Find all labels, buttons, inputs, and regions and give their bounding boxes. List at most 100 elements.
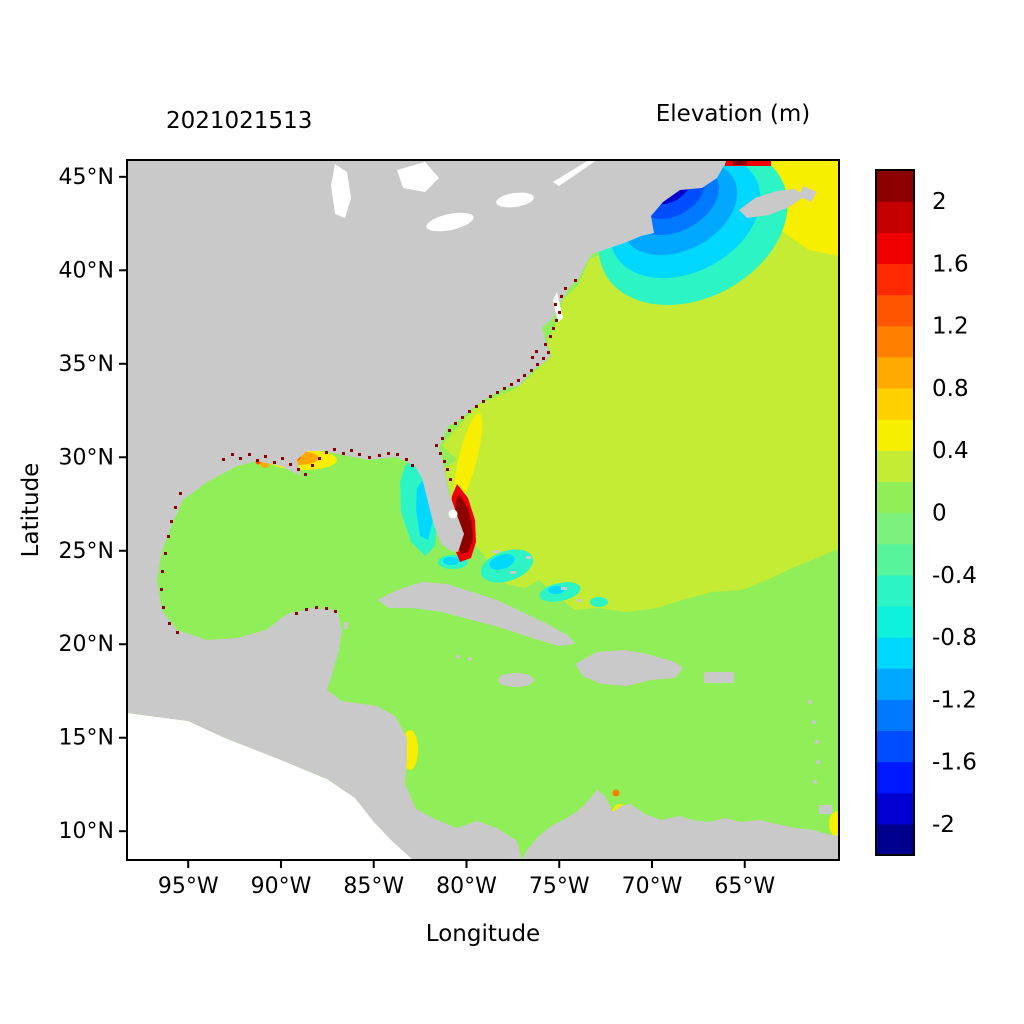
lake-ontario: [496, 192, 534, 208]
island-antilles-1: [807, 699, 813, 705]
y-tick-label: 25°N: [59, 539, 114, 564]
lake-okeechobee: [448, 509, 458, 519]
colorbar-cell: [876, 387, 914, 420]
x-tick-label: 80°W: [436, 874, 497, 899]
x-tick-label: 85°W: [343, 874, 404, 899]
island-bahamas-3: [526, 556, 531, 559]
colorbar-tick-label: 1.6: [932, 251, 969, 277]
colorbar-cell: [876, 637, 914, 669]
island-antilles-4: [815, 759, 821, 765]
colorbar-cell: [876, 730, 914, 763]
colorbar-cell: [876, 419, 914, 451]
colorbar-cell: [876, 170, 914, 202]
colorbar-cell: [876, 512, 914, 545]
x-tick-label: 75°W: [529, 874, 590, 899]
colorbar-cell: [876, 761, 914, 794]
island-cuba: [377, 582, 575, 646]
island-antilles-5: [812, 779, 818, 785]
colorbar-tick-label: 0.4: [932, 438, 969, 464]
colorbar-cell: [876, 699, 914, 732]
land-north-america: [127, 160, 727, 860]
timestamp-title: 2021021513: [166, 108, 312, 134]
coastal-wet-cell-speckles: [160, 279, 577, 634]
bahamas-cyan-patch-2: [548, 586, 564, 594]
y-axis-ticks: 45°N 40°N 35°N 30°N 25°N 20°N 15°N 10°N: [59, 165, 127, 844]
map-plot-area: [126, 159, 840, 861]
lake-michigan: [331, 164, 351, 218]
colorbar-title: Elevation (m): [656, 101, 811, 127]
colorbar-cell: [876, 294, 914, 327]
island-jamaica: [498, 673, 534, 687]
colorbar-tick-label: -1.2: [932, 687, 977, 713]
land-south-america: [522, 790, 839, 860]
x-tick-label: 90°W: [251, 874, 312, 899]
colorbar-tick-label: -1.6: [932, 750, 977, 776]
colorbar-cell: [876, 605, 914, 638]
guajira-orange-dot: [612, 789, 620, 797]
island-bahamas-5: [577, 599, 582, 602]
colorbar-tick-label: 2: [932, 189, 947, 215]
colorbar-cells: [876, 170, 914, 856]
colorbar-cell: [876, 325, 914, 358]
island-cayman-1: [456, 655, 460, 659]
colorbar-cell: [876, 543, 914, 576]
colorbar-cell: [876, 263, 914, 296]
bahamas-teal-patch-3: [590, 597, 608, 607]
y-tick-label: 20°N: [59, 632, 114, 657]
colorbar-frame: [875, 169, 915, 856]
x-tick-label: 70°W: [622, 874, 683, 899]
colorbar-cell: [876, 668, 914, 700]
land-cape-breton: [799, 186, 817, 202]
pacific-outside-domain: [127, 713, 413, 860]
colorbar-tick-label: 0: [932, 501, 947, 527]
colorbar-tick-label: 0.8: [932, 376, 969, 402]
colorbar-cell: [876, 356, 914, 389]
island-bahamas-4: [561, 587, 567, 590]
right-edge-yellow: [829, 811, 839, 837]
y-tick-label: 45°N: [59, 165, 114, 190]
island-antilles-3: [814, 739, 820, 745]
x-axis-ticks: 95°W 90°W 85°W 80°W 75°W 70°W 65°W: [158, 860, 775, 899]
colorbar-tick-label: 1.2: [932, 314, 969, 340]
island-puerto-rico: [704, 672, 734, 683]
colorbar-tick-label: -0.4: [932, 563, 977, 589]
island-antilles-2: [811, 719, 817, 725]
lake-erie: [426, 212, 474, 232]
top-edge-red-strip: [725, 160, 771, 166]
island-bahamas-1: [493, 550, 500, 553]
chesapeake-bay: [553, 292, 563, 322]
colorbar-cell: [876, 232, 914, 265]
y-tick-label: 35°N: [59, 352, 114, 377]
colorbar-cell: [876, 823, 914, 856]
island-cozumel: [344, 622, 348, 629]
colorbar: 2 1.6 1.2 0.8 0.4 0 -0.4 -0.8 -1.2 -1.6 -2: [875, 169, 977, 856]
map-layers: [127, 160, 839, 860]
colorbar-cell: [876, 201, 914, 233]
island-trinidad: [819, 805, 832, 814]
colorbar-cell: [876, 450, 914, 482]
land-nova-scotia: [739, 189, 805, 218]
x-tick-label: 95°W: [158, 874, 219, 899]
bahamas-cyan-patch-1: [489, 554, 515, 570]
colorbar-cell: [876, 792, 914, 825]
lake-huron: [397, 162, 439, 192]
colorbar-tick-label: -2: [932, 812, 955, 838]
map-frame: [126, 159, 840, 861]
gulf-stream-yellow-band: [453, 413, 483, 503]
colorbar-cell: [876, 574, 914, 607]
colorbar-tick-label: -0.8: [932, 625, 977, 651]
x-axis-label: Longitude: [426, 921, 540, 947]
colorbar-labels: 2 1.6 1.2 0.8 0.4 0 -0.4 -0.8 -1.2 -1.6 -2: [932, 189, 977, 838]
island-hispaniola: [575, 650, 683, 686]
y-tick-label: 30°N: [59, 445, 114, 470]
x-tick-label: 65°W: [714, 874, 775, 899]
y-axis-label: Latitude: [18, 463, 44, 558]
st-lawrence-river: [553, 160, 597, 186]
island-bahamas-2: [510, 571, 516, 574]
island-cayman-2: [468, 657, 472, 661]
florida-keys-cyan: [443, 557, 459, 565]
top-edge-darkred-strip: [733, 160, 747, 165]
y-tick-label: 10°N: [59, 819, 114, 844]
